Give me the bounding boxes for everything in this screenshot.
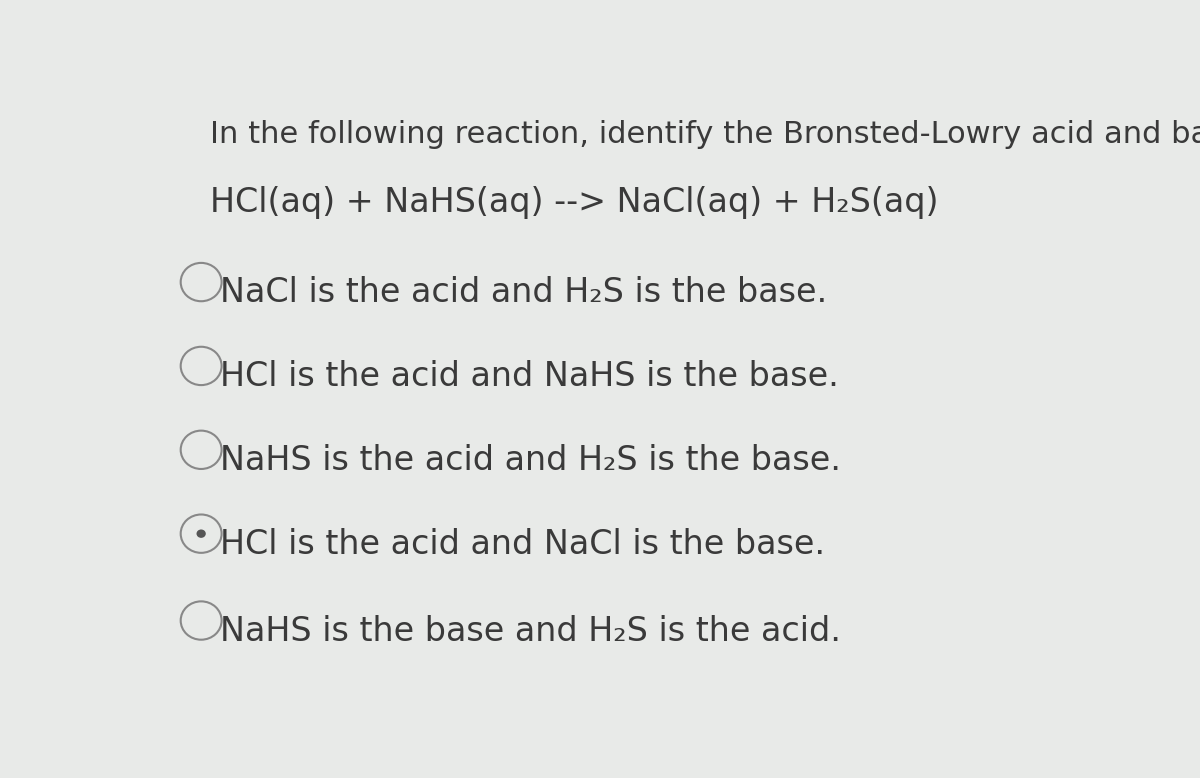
Ellipse shape bbox=[197, 530, 206, 538]
Text: NaCl is the acid and H₂S is the base.: NaCl is the acid and H₂S is the base. bbox=[220, 276, 827, 309]
Text: HCl is the acid and NaHS is the base.: HCl is the acid and NaHS is the base. bbox=[220, 360, 839, 393]
Text: HCl(aq) + NaHS(aq) --> NaCl(aq) + H₂S(aq): HCl(aq) + NaHS(aq) --> NaCl(aq) + H₂S(aq… bbox=[210, 186, 938, 219]
Text: NaHS is the base and H₂S is the acid.: NaHS is the base and H₂S is the acid. bbox=[220, 615, 841, 647]
Text: HCl is the acid and NaCl is the base.: HCl is the acid and NaCl is the base. bbox=[220, 527, 824, 561]
Text: NaHS is the acid and H₂S is the base.: NaHS is the acid and H₂S is the base. bbox=[220, 443, 841, 477]
Text: In the following reaction, identify the Bronsted-Lowry acid and base.: In the following reaction, identify the … bbox=[210, 121, 1200, 149]
